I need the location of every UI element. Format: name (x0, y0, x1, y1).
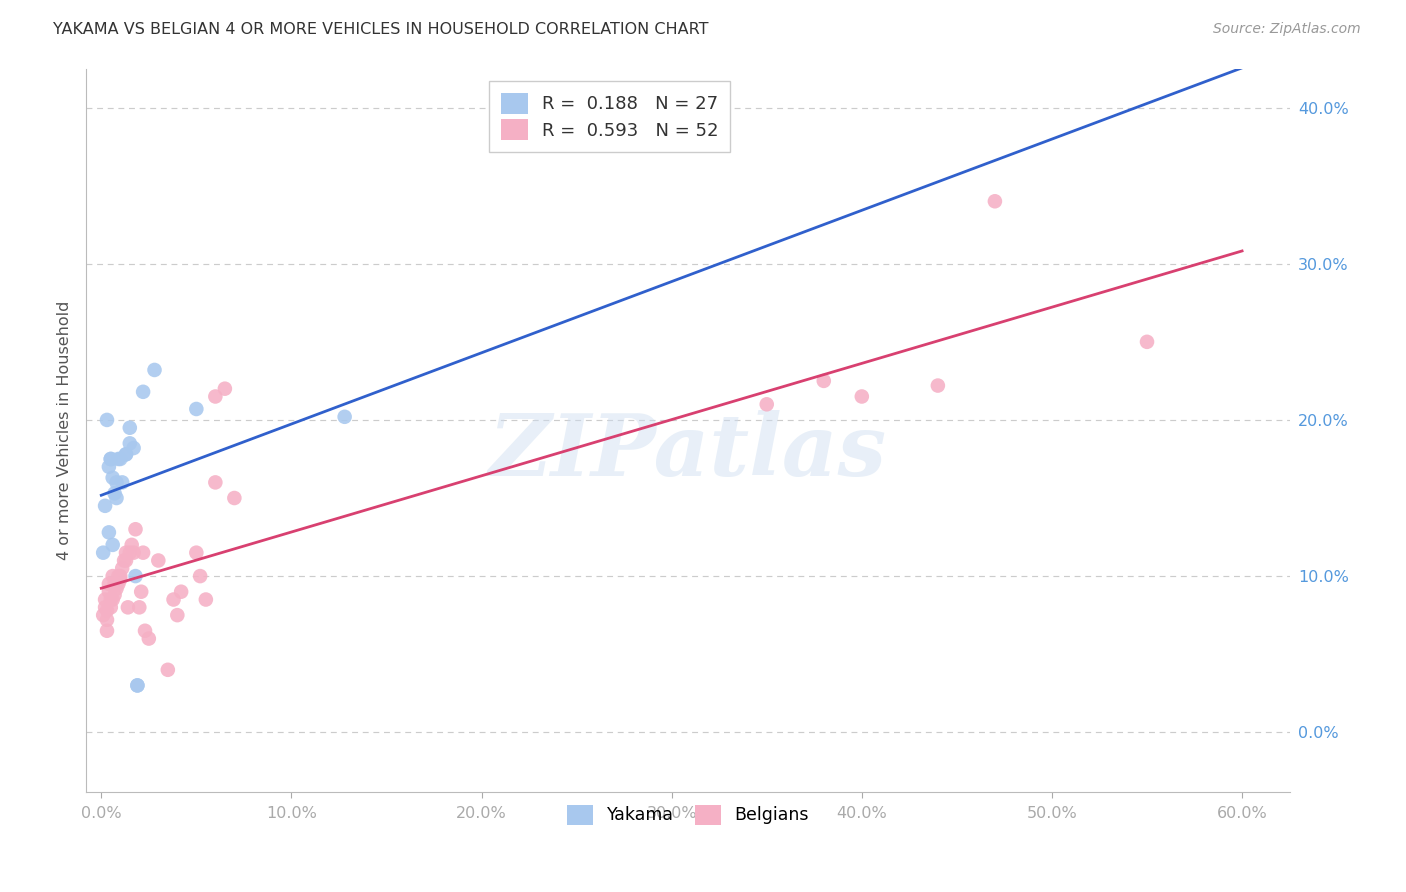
Point (124, 522, 146, 536)
Point (1136, 334, 1159, 349)
Point (333, 409, 356, 424)
Point (110, 569, 132, 583)
Point (186, 546, 208, 560)
Point (170, 584, 193, 599)
Point (96, 624, 118, 638)
Point (118, 421, 141, 435)
Point (166, 608, 188, 623)
Point (115, 546, 138, 560)
Point (100, 600, 122, 615)
Point (100, 592, 122, 607)
Point (204, 475, 226, 490)
Point (107, 577, 129, 591)
Point (112, 553, 135, 567)
Point (124, 569, 146, 583)
Point (101, 592, 124, 607)
Point (96, 413, 118, 427)
Point (134, 624, 156, 638)
Point (105, 577, 128, 591)
Point (115, 447, 138, 461)
Point (224, 491, 246, 505)
Point (148, 553, 170, 567)
Text: YAKAMA VS BELGIAN 4 OR MORE VEHICLES IN HOUSEHOLD CORRELATION CHART: YAKAMA VS BELGIAN 4 OR MORE VEHICLES IN … (53, 22, 709, 37)
Point (110, 452, 132, 467)
Point (103, 588, 125, 602)
Point (103, 577, 125, 591)
Y-axis label: 4 or more Vehicles in Household: 4 or more Vehicles in Household (58, 301, 72, 560)
Point (107, 452, 129, 467)
Point (97, 584, 120, 599)
Point (127, 678, 149, 692)
Point (107, 569, 129, 583)
Point (101, 569, 124, 583)
Point (121, 538, 143, 552)
Point (105, 582, 128, 596)
Point (91, 608, 114, 623)
Text: ZIPatlas: ZIPatlas (489, 410, 887, 493)
Point (96, 613, 118, 627)
Point (927, 378, 949, 392)
Point (122, 441, 145, 455)
Point (143, 363, 166, 377)
Point (105, 475, 128, 490)
Point (94, 499, 117, 513)
Point (132, 546, 155, 560)
Text: Source: ZipAtlas.com: Source: ZipAtlas.com (1213, 22, 1361, 37)
Point (118, 546, 141, 560)
Point (813, 374, 835, 388)
Point (97, 459, 120, 474)
Point (132, 384, 155, 399)
Point (984, 194, 1007, 209)
Point (127, 678, 149, 692)
Point (103, 486, 125, 500)
Point (156, 663, 179, 677)
Legend: Yakama, Belgians: Yakama, Belgians (557, 794, 820, 835)
Point (129, 584, 152, 599)
Point (851, 390, 873, 404)
Point (94, 600, 117, 615)
Point (110, 572, 132, 586)
Point (101, 538, 124, 552)
Point (100, 452, 122, 467)
Point (204, 390, 226, 404)
Point (755, 397, 778, 411)
Point (138, 632, 160, 646)
Point (115, 447, 138, 461)
Point (162, 592, 184, 607)
Point (97, 577, 120, 591)
Point (214, 382, 236, 396)
Point (194, 592, 217, 607)
Point (115, 553, 138, 567)
Point (91, 546, 114, 560)
Point (118, 436, 141, 450)
Point (128, 600, 150, 615)
Point (188, 569, 211, 583)
Point (111, 475, 134, 490)
Point (117, 600, 139, 615)
Point (100, 452, 122, 467)
Point (105, 491, 128, 505)
Point (101, 471, 124, 485)
Point (96, 603, 118, 617)
Point (97, 525, 120, 540)
Point (186, 402, 208, 417)
Point (94, 592, 117, 607)
Point (111, 561, 134, 575)
Point (122, 546, 145, 560)
